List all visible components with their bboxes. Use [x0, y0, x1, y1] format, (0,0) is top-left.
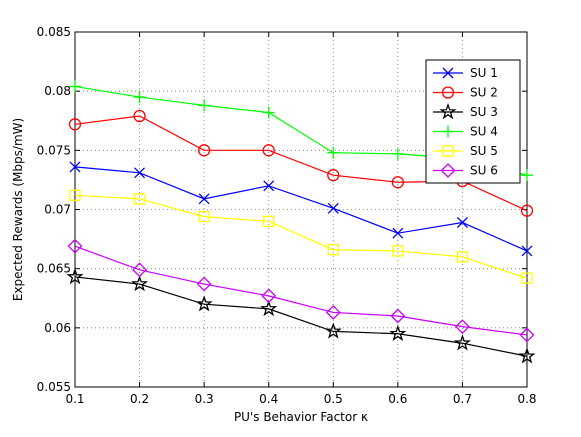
data-point: [132, 262, 147, 278]
series-su-1: [69, 161, 533, 257]
data-point: [324, 322, 342, 339]
series-line: [74, 245, 528, 336]
legend-marker: [439, 103, 457, 120]
data-point: [389, 324, 407, 342]
data-point: [260, 299, 278, 317]
data-point: [521, 169, 533, 182]
data-point: [133, 109, 146, 123]
x-tick-label: 0.8: [517, 392, 536, 406]
series-su-3: [66, 267, 536, 364]
series-line: [74, 166, 528, 252]
legend-label: SU 2: [470, 86, 498, 100]
data-point: [262, 144, 275, 157]
legend-label: SU 1: [470, 66, 498, 80]
series-su-5: [69, 189, 533, 284]
data-point: [261, 288, 277, 304]
data-point: [197, 144, 211, 157]
data-point: [325, 305, 341, 320]
legend-item: SU 2: [433, 86, 498, 100]
data-point: [69, 189, 81, 201]
data-point: [390, 308, 406, 324]
legend-marker: [442, 125, 454, 138]
x-axis-label: PU's Behavior Factor κ: [234, 410, 368, 424]
data-point: [131, 275, 149, 292]
data-point: [263, 215, 275, 227]
x-tick-label: 0.3: [195, 392, 214, 406]
data-point: [391, 147, 404, 160]
series-su-6: [67, 238, 535, 343]
data-point: [134, 167, 146, 179]
legend-label: SU 4: [470, 125, 498, 139]
data-point: [198, 193, 210, 205]
legend-label: SU 5: [470, 144, 498, 158]
data-point: [520, 204, 534, 217]
legend-marker: [441, 86, 455, 99]
y-tick-label: 0.055: [37, 380, 71, 394]
legend-marker: [440, 163, 456, 178]
legend-marker: [442, 145, 454, 157]
data-point: [453, 334, 471, 351]
x-tick-label: 0.6: [388, 392, 407, 406]
series-group: [66, 80, 536, 364]
y-tick-label: 0.075: [37, 143, 71, 157]
data-point: [67, 238, 83, 254]
data-point: [518, 347, 536, 364]
data-point: [133, 193, 146, 205]
data-point: [327, 244, 339, 256]
legend-box: [425, 59, 521, 184]
x-tick-label: 0.2: [130, 392, 149, 406]
legend-item: SU 6: [433, 163, 498, 178]
x-tick-label: 0.5: [324, 392, 343, 406]
data-point: [327, 202, 339, 214]
data-point: [519, 327, 535, 343]
data-point: [392, 227, 404, 239]
y-tick-label: 0.065: [37, 262, 71, 276]
series-line: [74, 194, 528, 279]
data-point: [327, 146, 340, 159]
data-point: [66, 267, 84, 285]
y-tick-label: 0.07: [44, 203, 71, 217]
y-tick-label: 0.06: [44, 321, 71, 335]
legend-item: SU 3: [433, 103, 498, 120]
data-point: [455, 319, 470, 335]
legend-label: SU 6: [470, 164, 498, 178]
data-point: [521, 272, 533, 284]
data-point: [195, 295, 213, 312]
series-line: [74, 276, 528, 357]
y-tick-label: 0.08: [44, 84, 71, 98]
x-tick-label: 0.1: [65, 392, 84, 406]
data-point: [68, 118, 82, 131]
data-point: [456, 251, 469, 263]
data-point: [69, 80, 81, 93]
data-point: [263, 180, 275, 192]
legend-item: SU 5: [433, 144, 498, 158]
data-point: [392, 245, 404, 257]
data-point: [262, 106, 275, 119]
x-tick-label: 0.7: [453, 392, 472, 406]
legend-marker: [442, 67, 454, 79]
ticks: 0.1 0.2 0.3 0.4 0.5 0.6 0.7 0.8 0.055 0.06 0.065 0.…: [37, 25, 537, 406]
legend: SU 1 SU 2 SU 3 SU 4 SU 5 SU 6: [425, 59, 521, 184]
legend-label: SU 3: [470, 105, 498, 119]
data-point: [456, 217, 468, 228]
data-point: [521, 245, 533, 257]
legend-item: SU 1: [433, 66, 498, 80]
y-tick-label: 0.085: [37, 25, 71, 39]
data-point: [133, 91, 146, 104]
x-tick-label: 0.4: [259, 392, 278, 406]
data-point: [196, 276, 212, 292]
legend-item: SU 4: [433, 125, 498, 139]
data-point: [391, 176, 405, 189]
data-point: [69, 161, 81, 173]
data-point: [198, 210, 210, 223]
data-point: [198, 99, 211, 112]
y-axis-label: Expected Rewards (Mbps/mW): [11, 118, 25, 301]
data-point: [327, 169, 340, 182]
